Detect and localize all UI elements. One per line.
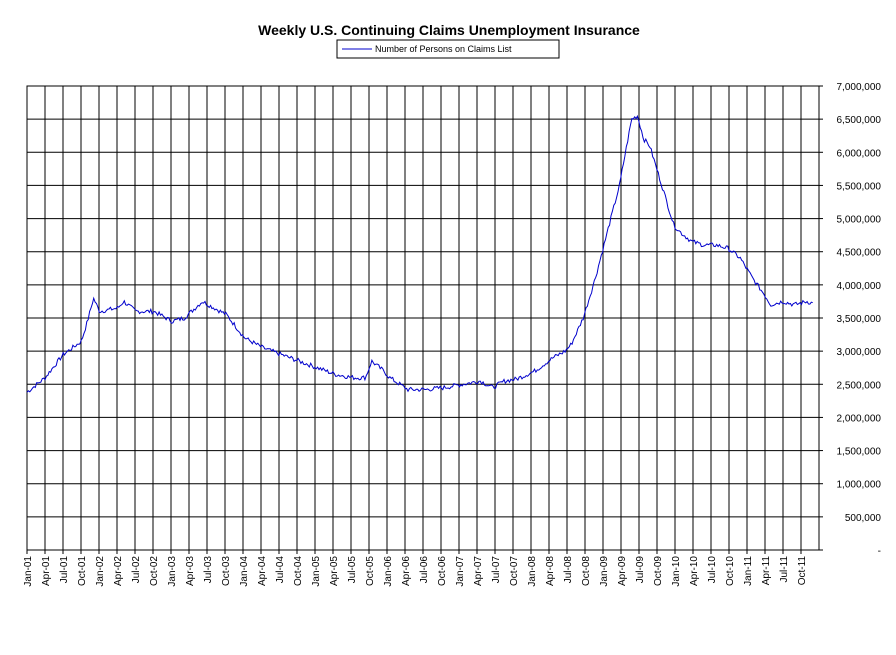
x-tick-label: Apr-05 (329, 556, 340, 586)
y-tick-label: 500,000 (845, 513, 882, 524)
x-tick-label: Oct-05 (365, 556, 376, 586)
y-axis: - 500,000 1,000,000 1,500,000 2,000,000 2,500… (819, 82, 881, 557)
x-tick-label: Jul-05 (347, 556, 358, 584)
x-tick-label: Oct-06 (437, 556, 448, 586)
y-tick-label: 7,000,000 (837, 82, 882, 93)
x-tick-label: Jul-01 (59, 556, 70, 584)
y-tick-label: 1,000,000 (837, 480, 882, 491)
x-tick-label: Jul-08 (563, 556, 574, 584)
x-tick-label: Jul-10 (707, 556, 718, 584)
y-tick-label: 2,500,000 (837, 380, 882, 391)
grid (27, 85, 819, 551)
x-tick-label: Oct-11 (797, 556, 808, 586)
y-tick-label: 4,000,000 (837, 281, 882, 292)
x-axis: Jan-01 Apr-01 Jul-01 Oct-01 Jan-02 Apr-02 Jul-… (23, 550, 808, 587)
x-tick-label: Jan-05 (311, 556, 322, 587)
x-tick-label: Oct-07 (509, 556, 520, 586)
y-tick-label: 5,000,000 (837, 215, 882, 226)
x-tick-label: Apr-06 (401, 556, 412, 586)
series-line (26, 114, 813, 393)
x-tick-label: Jan-08 (527, 556, 538, 587)
y-tick-label: - (878, 546, 881, 557)
legend-label: Number of Persons on Claims List (375, 44, 512, 54)
x-tick-label: Apr-08 (545, 556, 556, 586)
x-tick-label: Apr-03 (185, 556, 196, 586)
x-tick-label: Apr-07 (473, 556, 484, 586)
plot-area: - 500,000 1,000,000 1,500,000 2,000,000 2,500… (23, 82, 881, 587)
x-tick-label: Oct-10 (725, 556, 736, 586)
x-tick-label: Oct-03 (221, 556, 232, 586)
x-tick-label: Oct-02 (149, 556, 160, 586)
legend-box (336, 39, 560, 59)
x-tick-label: Apr-11 (761, 556, 772, 586)
x-tick-label: Jan-11 (743, 556, 754, 586)
y-tick-label: 6,500,000 (837, 115, 882, 126)
y-tick-label: 6,000,000 (837, 148, 882, 159)
x-tick-label: Jan-06 (383, 556, 394, 587)
x-tick-label: Jan-10 (671, 556, 682, 587)
chart-title: Weekly U.S. Continuing Claims Unemployme… (258, 22, 640, 38)
x-tick-label: Jan-09 (599, 556, 610, 587)
x-tick-label: Oct-09 (653, 556, 664, 586)
x-tick-label: Jan-01 (23, 556, 34, 587)
x-tick-label: Oct-01 (77, 556, 88, 586)
x-tick-label: Jul-11 (779, 556, 790, 583)
y-tick-label: 1,500,000 (837, 447, 882, 458)
y-tick-label: 3,500,000 (837, 314, 882, 325)
y-tick-label: 3,000,000 (837, 347, 882, 358)
x-tick-label: Jul-02 (131, 556, 142, 584)
x-tick-label: Oct-04 (293, 556, 304, 586)
x-tick-label: Apr-02 (113, 556, 124, 586)
x-tick-label: Apr-10 (689, 556, 700, 586)
x-tick-label: Apr-09 (617, 556, 628, 586)
y-tick-label: 2,000,000 (837, 413, 882, 424)
x-tick-label: Jul-06 (419, 556, 430, 584)
y-tick-label: 5,500,000 (837, 181, 882, 192)
x-tick-label: Jan-03 (167, 556, 178, 587)
x-tick-label: Jul-09 (635, 556, 646, 584)
x-tick-label: Jul-03 (203, 556, 214, 584)
x-tick-label: Apr-04 (257, 556, 268, 586)
legend: Number of Persons on Claims List (336, 39, 560, 59)
x-tick-label: Jan-04 (239, 556, 250, 587)
y-tick-label: 4,500,000 (837, 248, 882, 259)
x-tick-label: Apr-01 (41, 556, 52, 586)
x-tick-label: Oct-08 (581, 556, 592, 586)
x-tick-label: Jul-07 (491, 556, 502, 584)
x-tick-label: Jul-04 (275, 556, 286, 584)
x-tick-label: Jan-07 (455, 556, 466, 587)
x-tick-label: Jan-02 (95, 556, 106, 587)
